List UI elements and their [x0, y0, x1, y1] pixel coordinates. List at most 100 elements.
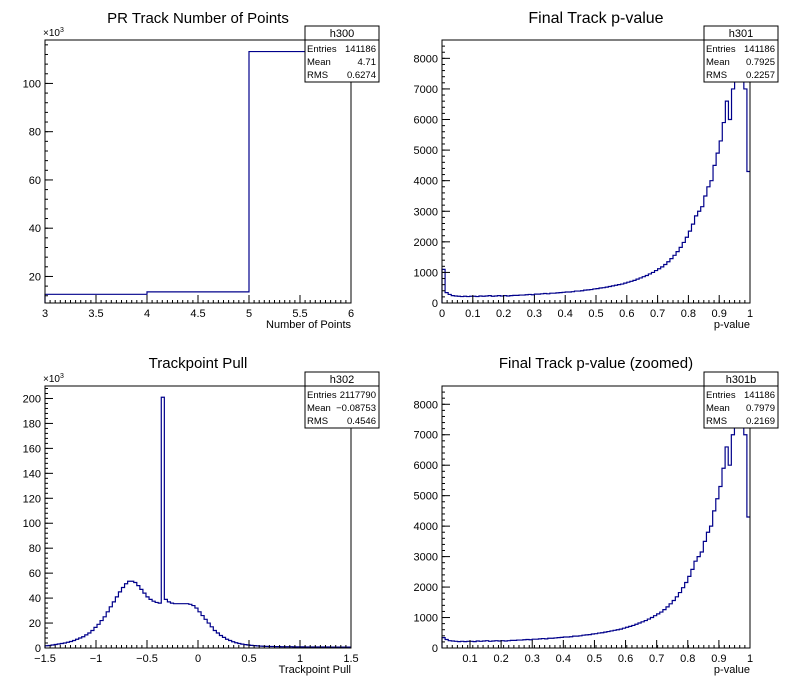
histogram-panel-3: Trackpoint Pull−1.5 −1 −0.5 0 0.5 1 1.5Trackpo… — [23, 355, 380, 676]
x-tick-label: 0.5 — [241, 653, 256, 665]
y-tick-label: 2000 — [414, 237, 438, 249]
x-tick-label: 0.4 — [558, 308, 573, 320]
y-exponent-label: ×103 — [43, 373, 64, 385]
x-tick-label: 0.2 — [496, 308, 511, 320]
stats-box: h302 Entries 2117790 Mean −0.08753 RMS 0.4546 — [304, 371, 380, 429]
panel-title: PR Track Number of Points — [107, 10, 289, 27]
stats-box-name: h300 — [330, 28, 354, 40]
stats-row-value: 0.7925 — [746, 57, 775, 68]
y-tick-label: 5000 — [414, 491, 438, 503]
y-tick-label: 5000 — [414, 145, 438, 157]
stats-box: h301b Entries 141186 Mean 0.7979 RMS 0.2169 — [703, 371, 779, 429]
x-axis-title: Number of Points — [266, 319, 351, 331]
y-tick-label: 0 — [35, 643, 41, 655]
histogram-panel-1: PR Track Number of Points 3 3.5 4 4.5 5 5.5 6Nu… — [23, 10, 380, 331]
y-tick-label: 4000 — [414, 176, 438, 188]
y-tick-label: 40 — [29, 593, 41, 605]
y-tick-label: 200 — [23, 393, 41, 405]
stats-row-label: Entries — [307, 44, 337, 55]
y-exponent-base: ×10 — [43, 374, 60, 385]
y-axis: 0 1000 2000 3000 4000 5000 6000 7000 8000 — [414, 39, 450, 310]
y-tick-label: 180 — [23, 418, 41, 430]
histogram-panel-4: Final Track p-value (zoomed) 0.1 0.2 0.3 0.4… — [414, 355, 779, 676]
x-tick-label: 4.5 — [190, 308, 205, 320]
y-exponent-base: ×10 — [43, 28, 60, 39]
stats-row-label: Mean — [706, 57, 730, 68]
stats-box-name: h301b — [726, 374, 757, 386]
y-tick-label: 60 — [29, 175, 41, 187]
y-tick-label: 140 — [23, 468, 41, 480]
x-tick-label: 0.6 — [619, 308, 634, 320]
x-tick-label: 0.3 — [527, 308, 542, 320]
stats-box-name: h302 — [330, 374, 354, 386]
x-tick-label: 5.5 — [292, 308, 307, 320]
x-axis: 3 3.5 4 4.5 5 5.5 6 — [42, 295, 354, 320]
y-tick-label: 20 — [29, 271, 41, 283]
stats-row-label: Entries — [706, 44, 736, 55]
y-tick-label: 80 — [29, 543, 41, 555]
x-axis: 0 0.1 0.2 0.3 0.4 0.5 0.6 0.7 0.8 0.9 1 — [439, 295, 753, 320]
stats-box-frame — [703, 25, 779, 83]
y-tick-label: 1000 — [414, 267, 438, 279]
x-tick-label: 1 — [747, 653, 753, 665]
stats-row-label: Entries — [706, 390, 736, 401]
x-tick-label: 0 — [439, 308, 445, 320]
stats-row-value: 141186 — [744, 44, 775, 55]
stats-row-label: Entries — [307, 390, 337, 401]
y-tick-label: 160 — [23, 443, 41, 455]
panel-title: Final Track p-value (zoomed) — [499, 355, 693, 372]
panel-title: Trackpoint Pull — [149, 355, 248, 372]
y-tick-label: 100 — [23, 518, 41, 530]
x-tick-label: 0.1 — [465, 308, 480, 320]
stats-row-value: 0.2257 — [746, 70, 775, 81]
y-axis: 20 40 60 80 100 — [23, 44, 53, 297]
x-tick-label: 0 — [195, 653, 201, 665]
x-axis-title: p-value — [714, 319, 750, 331]
x-axis: −1.5 −1 −0.5 0 0.5 1 1.5 — [34, 640, 359, 665]
x-tick-label: 6 — [348, 308, 354, 320]
y-tick-label: 120 — [23, 493, 41, 505]
x-tick-label: 0.1 — [462, 653, 477, 665]
y-exponent-label: ×103 — [43, 27, 64, 39]
y-tick-label: 20 — [29, 618, 41, 630]
stats-row-value: 2117790 — [340, 390, 376, 401]
x-tick-label: 0.8 — [680, 653, 695, 665]
y-tick-label: 100 — [23, 78, 41, 90]
x-tick-label: −1.5 — [34, 653, 56, 665]
y-tick-label: 8000 — [414, 53, 438, 65]
y-exponent-power: 3 — [60, 27, 64, 34]
x-tick-label: 1 — [747, 308, 753, 320]
stats-row-label: Mean — [706, 403, 730, 414]
y-tick-label: 40 — [29, 223, 41, 235]
x-axis-title: p-value — [714, 664, 750, 676]
x-tick-label: −1 — [90, 653, 103, 665]
x-tick-label: 0.7 — [650, 308, 665, 320]
x-tick-label: 1 — [297, 653, 303, 665]
y-tick-label: 1000 — [414, 613, 438, 625]
stats-row-label: RMS — [706, 416, 727, 427]
x-tick-label: 5 — [246, 308, 252, 320]
stats-row-label: RMS — [307, 70, 328, 81]
x-tick-label: 0.3 — [525, 653, 540, 665]
x-axis-title: Trackpoint Pull — [279, 664, 351, 676]
x-tick-label: 0.9 — [712, 308, 727, 320]
histogram-line — [441, 385, 750, 648]
y-axis: 0 1000 2000 3000 4000 5000 6000 7000 8000 — [414, 385, 450, 655]
x-tick-label: 0.9 — [711, 653, 726, 665]
x-tick-label: 0.5 — [588, 308, 603, 320]
stats-row-value: 141186 — [345, 44, 376, 55]
histogram-panel-2: Final Track p-value 0 0.1 0.2 0.3 0.4 0.5 0.6 0.… — [414, 10, 779, 331]
x-tick-label: 3 — [42, 308, 48, 320]
stats-row-value: 0.7979 — [746, 403, 775, 414]
x-tick-label: −0.5 — [136, 653, 158, 665]
y-tick-label: 7000 — [414, 430, 438, 442]
x-tick-label: 0.7 — [649, 653, 664, 665]
x-tick-label: 0.5 — [587, 653, 602, 665]
y-tick-label: 3000 — [414, 206, 438, 218]
x-tick-label: 0.4 — [556, 653, 571, 665]
y-axis: 0 20 40 60 80 100 120 140 160 180 200 — [23, 387, 53, 655]
y-tick-label: 80 — [29, 127, 41, 139]
stats-row-label: Mean — [307, 403, 331, 414]
